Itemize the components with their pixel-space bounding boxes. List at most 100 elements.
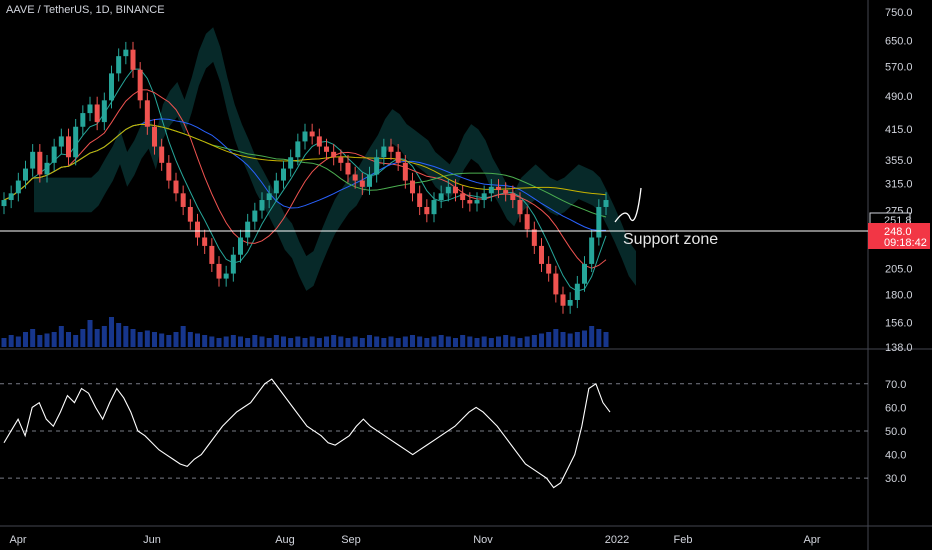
time-tick-label: Feb	[674, 534, 693, 546]
candle-body	[266, 193, 272, 201]
candle-body	[109, 73, 114, 101]
volume-bar	[402, 336, 408, 347]
candle-body	[302, 131, 308, 142]
candle-body	[431, 200, 437, 215]
candle-body	[488, 186, 494, 194]
price-tick-label: 315.0	[885, 179, 913, 191]
support-price-badge	[868, 222, 930, 249]
candle-body	[152, 126, 157, 147]
candle-body	[438, 193, 444, 201]
price-tick-label: 415.0	[885, 124, 913, 136]
candle-body	[574, 283, 580, 300]
candle-body	[230, 254, 236, 274]
volume-bar	[316, 338, 322, 347]
rsi-tick-label: 30.0	[885, 473, 906, 485]
volume-bar	[187, 332, 193, 347]
candle-body	[453, 186, 458, 194]
rsi-tick-label: 60.0	[885, 402, 906, 414]
volume-bar	[481, 336, 487, 347]
candle-body	[273, 180, 279, 194]
candle-body	[388, 146, 394, 152]
candle-body	[73, 126, 79, 158]
volume-bar	[302, 338, 308, 347]
candle-body	[424, 206, 430, 215]
volume-bar	[245, 338, 251, 347]
candle-body	[187, 206, 193, 222]
volume-bar	[180, 326, 186, 347]
volume-bar	[159, 333, 165, 347]
candle-body	[295, 141, 301, 158]
volume-bar	[560, 332, 566, 347]
candle-body	[137, 69, 143, 101]
volume-bar	[553, 329, 559, 347]
candle-body	[209, 245, 215, 264]
candle-body	[589, 237, 595, 264]
candle-body	[352, 174, 358, 181]
price-tick-label: 570.0	[885, 61, 913, 73]
volume-bar	[66, 332, 71, 347]
volume-bar	[230, 335, 236, 347]
rsi-tick-label: 50.0	[885, 426, 906, 438]
time-tick-label: Apr	[803, 534, 820, 546]
candle-body	[44, 162, 50, 175]
candle-body	[8, 193, 14, 201]
candle-body	[546, 263, 552, 274]
candle-body	[381, 146, 387, 158]
candle-body	[467, 200, 473, 204]
volume-bar	[94, 329, 100, 347]
time-tick-label: Sep	[341, 534, 361, 546]
candle-body	[338, 157, 344, 163]
candle-body	[481, 193, 487, 201]
volume-bar	[424, 338, 430, 347]
volume-bar	[109, 317, 114, 347]
volume-bar	[467, 336, 473, 347]
volume-bar	[374, 336, 380, 347]
volume-bar	[123, 326, 129, 347]
volume-bar	[15, 336, 21, 347]
volume-bar	[195, 333, 200, 347]
volume-bar	[352, 336, 358, 347]
candle-body	[288, 157, 294, 169]
volume-bar	[546, 332, 552, 347]
candle-body	[345, 162, 351, 175]
volume-bar	[438, 335, 444, 347]
volume-bar	[345, 338, 351, 347]
candle-body	[245, 221, 251, 238]
volume-bar	[209, 336, 215, 347]
volume-bar	[295, 336, 301, 347]
time-tick-label: Apr	[9, 534, 26, 546]
chart-title: AAVE / TetherUS, 1D, BINANCE	[6, 4, 165, 16]
volume-bar	[51, 332, 57, 347]
volume-bar	[259, 336, 265, 347]
volume-bar	[460, 335, 466, 347]
volume-bar	[496, 336, 501, 347]
countdown-label: 09:18:42	[884, 237, 927, 249]
candle-body	[144, 100, 150, 127]
candle-body	[216, 263, 222, 279]
candle-body	[80, 113, 86, 127]
volume-bar	[23, 332, 28, 347]
price-tick-label: 355.0	[885, 155, 913, 167]
candle-body	[324, 146, 329, 152]
candle-body	[582, 263, 587, 284]
volume-bar	[130, 329, 136, 347]
volume-bar	[431, 336, 437, 347]
volume-bar	[395, 338, 401, 347]
volume-bar	[603, 332, 609, 347]
candle-body	[51, 146, 57, 163]
candle-body	[15, 180, 21, 194]
candle-body	[1, 200, 7, 207]
volume-bar	[273, 335, 279, 347]
time-tick-label: 2022	[605, 534, 629, 546]
volume-bar	[445, 336, 451, 347]
candle-body	[58, 136, 64, 147]
support-price-label: 248.0	[884, 226, 912, 238]
volume-bar	[524, 336, 530, 347]
rsi-tick-label: 40.0	[885, 450, 906, 462]
candle-body	[496, 186, 501, 191]
candle-body	[173, 180, 179, 194]
candle-body	[180, 193, 186, 207]
candle-body	[560, 294, 566, 306]
volume-bar	[324, 336, 329, 347]
